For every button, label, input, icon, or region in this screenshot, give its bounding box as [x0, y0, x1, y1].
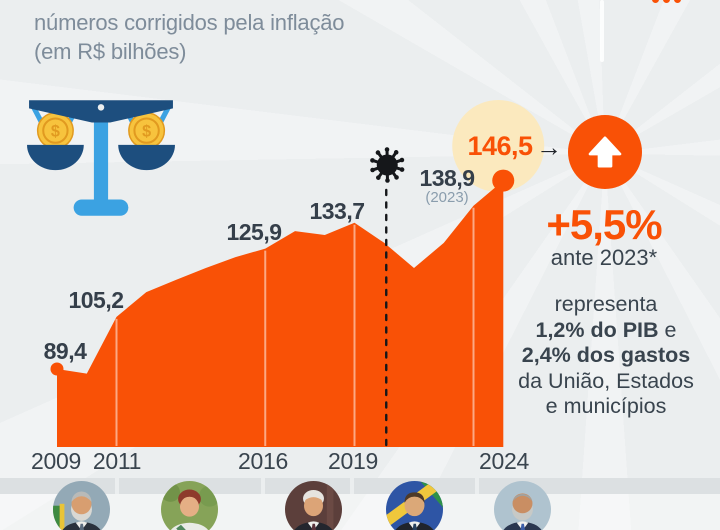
ellipsis-dot-icon [674, 0, 681, 3]
title-line-2: (em R$ bilhões) [34, 39, 187, 64]
note-line-2: 1,2% do PIB e [535, 317, 677, 342]
x-tick-2024: 2024 [479, 448, 529, 474]
percent-change: +5,5% [546, 201, 662, 248]
point-label-2019: 133,7 [309, 198, 365, 224]
title-line-1: números corrigidos pela inflação [34, 10, 345, 35]
lula-2023-photo [494, 481, 551, 530]
note-line-5: e municípios [545, 394, 667, 418]
point-label-2023: 138,9 [419, 165, 475, 191]
sunburst-ray [600, 0, 604, 62]
svg-text:$: $ [51, 123, 60, 141]
data-point-2024 [492, 169, 515, 192]
arrow-up-icon [588, 136, 622, 168]
arrow-right-icon: → [536, 132, 562, 162]
increase-badge [568, 115, 642, 189]
highlight-halo [452, 100, 545, 192]
dilma-rousseff-photo [161, 481, 218, 530]
coin-icon: $ [36, 112, 74, 150]
area-series [57, 180, 504, 447]
jair-bolsonaro-photo [386, 481, 443, 530]
footer-strip [0, 494, 720, 530]
svg-text:$: $ [142, 123, 151, 141]
ellipsis-dot-icon [663, 0, 670, 3]
data-point-start [50, 362, 64, 376]
covid-virus-icon [370, 147, 405, 183]
x-tick-2019: 2019 [328, 448, 378, 474]
ellipsis-dot-icon [652, 0, 659, 3]
ellipsis-menu-button[interactable] [652, 0, 681, 3]
x-tick-2016: 2016 [238, 448, 288, 474]
point-label-2024-highlight: 146,5 [467, 131, 533, 161]
point-label-2016: 125,9 [226, 219, 282, 245]
percent-change-note: ante 2023* [550, 245, 658, 270]
note-line-1: representa [554, 292, 658, 316]
point-label-2009: 89,4 [43, 338, 87, 364]
balance-scale-icon: $ $ [27, 100, 175, 216]
context-note: representa 1,2% do PIB e 2,4% dos gastos… [518, 292, 694, 420]
chart-title: números corrigidos pela inflação (em R$ … [34, 8, 345, 66]
note-line-3: 2,4% dos gastos [521, 343, 691, 367]
point-sublabel-2023: (2023) [425, 189, 469, 206]
x-tick-2011: 2011 [92, 448, 142, 474]
point-label-2011: 105,2 [68, 287, 124, 313]
michel-temer-photo [285, 481, 342, 530]
x-tick-2009: 2009 [31, 448, 81, 474]
note-line-4: da União, Estados [518, 368, 694, 393]
lula-2009-photo [53, 481, 110, 530]
